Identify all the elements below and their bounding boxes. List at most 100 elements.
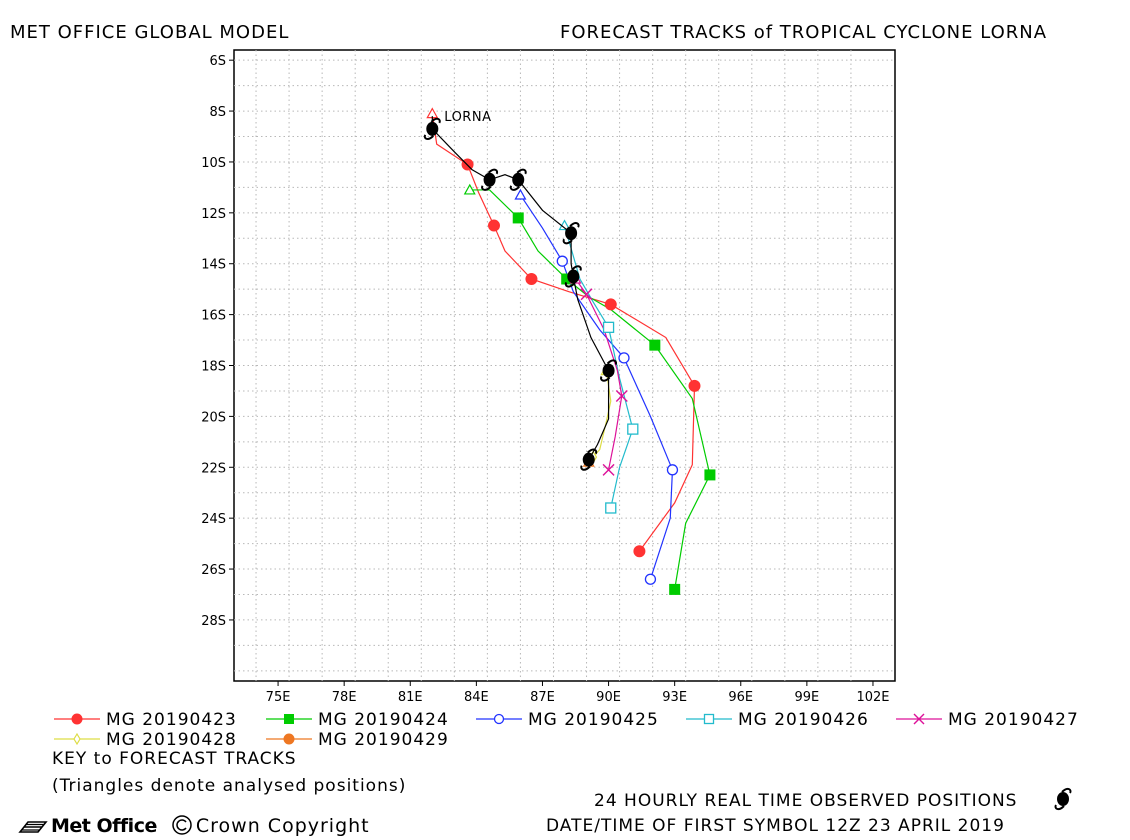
x-tick-label: 75E	[266, 690, 291, 705]
observed-cyclone-symbol	[423, 117, 441, 140]
x-tick-label: 96E	[728, 690, 753, 705]
met-office-logo: Met Office Crown Copyright	[18, 814, 370, 837]
legend-label: MG 20190428	[106, 730, 237, 750]
x-tick-label: 102E	[856, 690, 889, 705]
legend-marker	[703, 713, 715, 725]
cyclone-eye	[483, 172, 496, 187]
y-tick-label: 8S	[209, 105, 226, 120]
forecast-marker	[512, 212, 524, 224]
x-tick-label: 99E	[794, 690, 819, 705]
y-tick-label: 18S	[201, 360, 226, 375]
x-tick-label: 93E	[662, 690, 687, 705]
forecast-marker	[649, 339, 661, 351]
triangles-note: (Triangles denote analysed positions)	[52, 776, 407, 796]
forecast-marker	[615, 390, 628, 403]
forecast-marker	[604, 298, 617, 311]
legend-marker	[284, 714, 294, 724]
y-tick-label: 12S	[201, 207, 226, 222]
copyright-icon	[172, 815, 192, 835]
forecast-marker	[669, 583, 681, 595]
legend-swatch	[54, 713, 100, 725]
copyright-text: Crown Copyright	[195, 815, 370, 837]
axis-layer: 75E 78E 81E 84E 87E 90E 93E 96E 99E 102E 6S 8S 10S 12…	[201, 54, 889, 705]
observed-cyclone-symbol	[564, 265, 582, 288]
track-line	[592, 370, 612, 458]
observed-cyclone-symbol	[600, 359, 618, 382]
legend-marker	[73, 732, 81, 746]
x-tick-label: 87E	[530, 690, 555, 705]
forecast-marker	[556, 255, 568, 267]
forecast-marker	[666, 464, 679, 476]
cyclone-eye	[567, 269, 580, 284]
forecast-marker-stroke	[615, 390, 628, 403]
forecast-marker	[487, 219, 500, 232]
forecast-marker	[704, 469, 716, 481]
forecast-marker-stroke	[602, 463, 615, 476]
forecast-marker	[644, 573, 657, 585]
observed-layer	[423, 116, 618, 471]
y-tick-label: 14S	[201, 258, 226, 273]
x-tick-label: 81E	[398, 690, 423, 705]
cyclone-eye	[602, 363, 615, 378]
legend-marker	[71, 713, 83, 725]
storm-label: LORNA	[444, 110, 491, 125]
cyclone-arm	[606, 359, 618, 366]
cyclone-arm	[600, 376, 611, 382]
grid-layer	[234, 50, 895, 681]
legend-marker	[913, 713, 925, 725]
legend-swatch	[476, 713, 522, 725]
y-tick-label: 6S	[209, 54, 226, 69]
y-tick-label: 28S	[201, 614, 226, 629]
cyclone-eye	[512, 172, 525, 187]
cyclone-arm	[562, 238, 573, 245]
forecast-marker	[561, 273, 573, 285]
x-tick-label: 84E	[464, 690, 489, 705]
y-tick-label: 26S	[201, 563, 226, 578]
forecast-marker	[525, 272, 538, 285]
forecast-marker	[627, 423, 639, 435]
forecast-marker	[688, 379, 701, 392]
legend-label: MG 20190425	[528, 710, 659, 730]
cyclone-arm	[423, 134, 435, 140]
legend-label: MG 20190424	[318, 710, 449, 730]
y-tick-label: 24S	[201, 512, 226, 527]
forecast-marker	[605, 502, 617, 514]
observed-positions-label: 24 HOURLY REAL TIME OBSERVED POSITIONS	[594, 791, 1018, 811]
key-title: KEY to FORECAST TRACKS	[52, 749, 297, 769]
cyclone-arm	[587, 448, 598, 455]
cyclone-arm	[509, 185, 520, 191]
forecast-marker	[633, 545, 646, 558]
observed-cyclone-symbol	[509, 168, 527, 191]
observed-cyclone-symbol	[481, 168, 499, 191]
analysed-triangle	[558, 219, 571, 231]
cyclone-arm	[516, 168, 527, 175]
legend-label: MG 20190427	[948, 710, 1079, 730]
observed-cyclone-symbol	[580, 448, 598, 471]
legend-swatch	[266, 714, 312, 724]
forecast-marker-stroke	[580, 288, 593, 301]
legend-swatch	[896, 713, 942, 725]
legend-marker	[283, 733, 295, 745]
forecast-marker	[602, 321, 615, 333]
first-symbol-datetime: DATE/TIME OF FIRST SYMBOL 12Z 23 APRIL 2…	[546, 816, 1005, 836]
cyclone-eye	[426, 121, 439, 136]
x-tick-label: 90E	[596, 690, 621, 705]
chart-title: FORECAST TRACKS of TROPICAL CYCLONE LORN…	[560, 22, 1048, 43]
analysed-triangle	[514, 188, 527, 200]
cyclone-arm	[481, 185, 492, 191]
analysed-triangle	[463, 183, 476, 195]
cyclone-arm	[569, 222, 580, 228]
y-tick-label: 20S	[201, 410, 226, 425]
track-line	[563, 225, 634, 509]
x-tick-label: 78E	[332, 690, 357, 705]
cyclone-eye	[565, 226, 578, 241]
cyclone-eye	[582, 452, 595, 467]
legend-marker-stroke	[913, 713, 925, 725]
observed-cyclone-symbol	[562, 222, 580, 245]
cyclone-arm	[564, 281, 576, 288]
y-tick-label: 22S	[201, 461, 226, 476]
observed-cyclone-icon	[1054, 787, 1072, 811]
cyclone-arm	[580, 465, 591, 471]
cyclone-arm	[430, 117, 441, 124]
